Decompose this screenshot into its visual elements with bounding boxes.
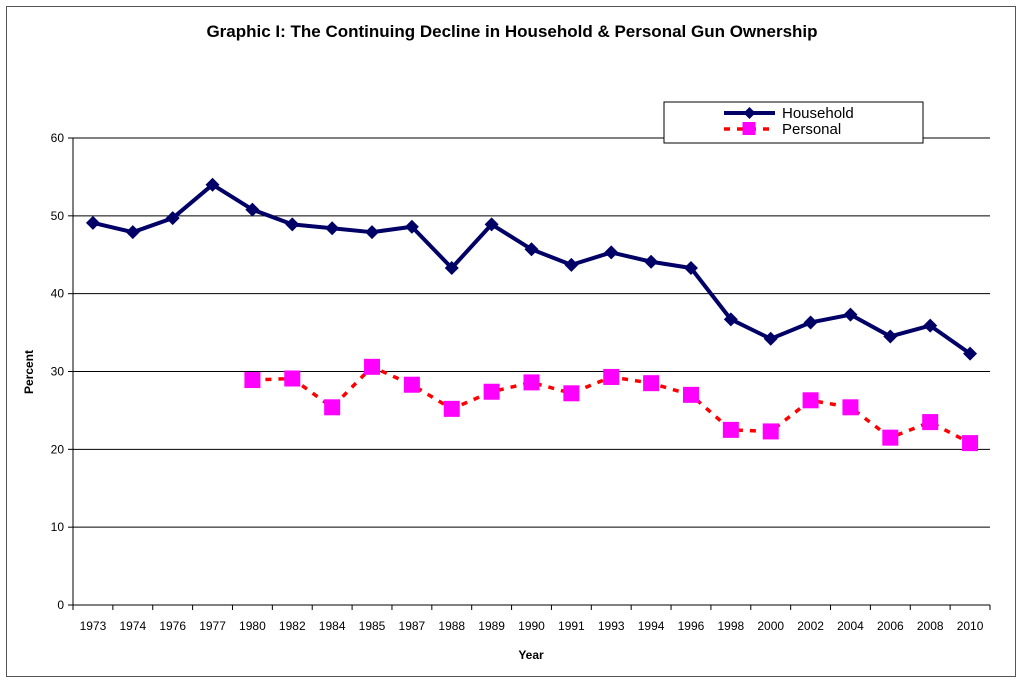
y-axis-title: Percent <box>22 350 36 394</box>
series-household <box>85 177 978 361</box>
legend-swatch-marker <box>742 122 756 135</box>
series-layer <box>85 177 979 452</box>
x-tick-label: 2002 <box>797 619 824 633</box>
x-tick-label: 1977 <box>199 619 226 633</box>
gridlines <box>73 137 990 528</box>
data-point-marker <box>722 421 739 438</box>
x-tick-label: 1987 <box>399 619 426 633</box>
series-line-household <box>92 182 972 356</box>
data-point-marker <box>523 374 540 391</box>
x-tick-label: 1982 <box>279 619 306 633</box>
data-point-marker <box>165 211 180 226</box>
x-tick-label: 2000 <box>757 619 784 633</box>
series-personal <box>244 358 979 452</box>
data-point-marker <box>842 399 859 416</box>
y-tick-label: 40 <box>51 287 65 301</box>
data-point-marker <box>284 370 301 387</box>
data-point-marker <box>364 358 381 375</box>
x-tick-label: 1998 <box>717 619 744 633</box>
x-axis-title: Year <box>518 648 544 662</box>
data-point-marker <box>644 254 659 269</box>
data-point-marker <box>803 315 818 330</box>
data-point-marker <box>683 260 698 275</box>
legend-box <box>663 101 924 144</box>
data-point-marker <box>85 215 100 230</box>
data-point-marker <box>723 312 738 327</box>
x-tick-label: 1990 <box>518 619 545 633</box>
x-tick-label: 2004 <box>837 619 864 633</box>
x-tick-label: 1994 <box>638 619 665 633</box>
data-point-marker <box>963 346 978 361</box>
x-tick-label: 1974 <box>119 619 146 633</box>
x-tick-label: 1985 <box>359 619 386 633</box>
data-point-marker <box>205 177 220 192</box>
x-tick-label: 1984 <box>319 619 346 633</box>
data-point-marker <box>923 318 938 333</box>
legend-swatch-marker <box>743 107 756 119</box>
data-point-marker <box>883 329 898 344</box>
chart-title: Graphic I: The Continuing Decline in Hou… <box>206 22 817 41</box>
data-point-marker <box>403 376 420 393</box>
data-point-marker <box>564 257 579 272</box>
y-tick-label: 20 <box>51 442 65 456</box>
data-point-marker <box>922 414 939 431</box>
y-tick-label: 60 <box>51 131 65 145</box>
y-tick-label: 30 <box>51 365 65 379</box>
data-point-marker <box>285 217 300 232</box>
x-tick-label: 1988 <box>438 619 465 633</box>
data-point-marker <box>443 400 460 417</box>
data-point-marker <box>325 221 340 236</box>
data-point-marker <box>125 225 140 240</box>
x-tick-label: 2008 <box>917 619 944 633</box>
x-tick-label: 2010 <box>957 619 984 633</box>
data-point-marker <box>563 385 580 402</box>
y-tick-label: 50 <box>51 209 65 223</box>
data-point-marker <box>882 429 899 446</box>
x-tick-label: 1991 <box>558 619 585 633</box>
legend-label: Household <box>782 105 854 122</box>
data-point-marker <box>604 245 619 260</box>
data-point-marker <box>245 202 260 217</box>
data-point-marker <box>244 372 261 389</box>
data-point-marker <box>324 399 341 416</box>
data-point-marker <box>444 260 459 275</box>
data-point-marker <box>843 307 858 322</box>
x-tick-label: 1989 <box>478 619 505 633</box>
y-tick-label: 0 <box>57 598 64 612</box>
x-tick-label: 2006 <box>877 619 904 633</box>
legend-item-personal: Personal <box>724 121 841 138</box>
data-point-marker <box>682 386 699 403</box>
x-tick-label: 1996 <box>678 619 705 633</box>
x-tick-label: 1993 <box>598 619 625 633</box>
data-point-marker <box>802 392 819 409</box>
data-point-marker <box>524 242 539 257</box>
data-point-marker <box>365 225 380 240</box>
data-point-marker <box>643 375 660 392</box>
y-tick-label: 10 <box>51 520 65 534</box>
legend-label: Personal <box>782 121 841 138</box>
data-point-marker <box>603 368 620 385</box>
data-point-marker <box>762 423 779 440</box>
x-tick-label: 1980 <box>239 619 266 633</box>
x-tick-label: 1976 <box>159 619 186 633</box>
data-point-marker <box>484 217 499 232</box>
data-point-marker <box>962 435 979 452</box>
data-point-marker <box>763 331 778 346</box>
legend-item-household: Household <box>724 105 854 122</box>
x-tick-label: 1973 <box>80 619 107 633</box>
data-point-marker <box>483 383 500 400</box>
axes: 0 10 20 30 40 50 60 1973 1974 1976 1977 1980 1982 198… <box>51 131 991 633</box>
data-point-marker <box>404 219 419 234</box>
